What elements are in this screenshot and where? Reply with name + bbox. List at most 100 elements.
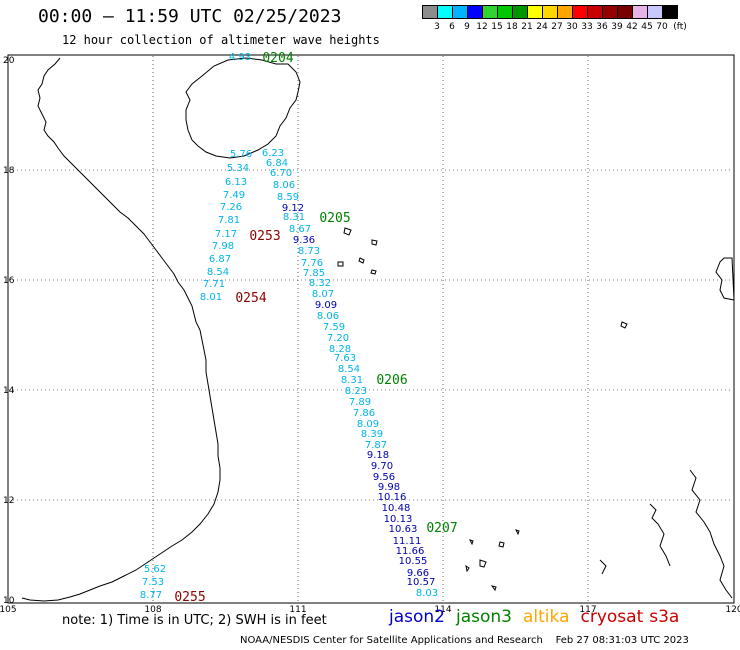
- swh-reading: 9.36: [293, 235, 315, 246]
- swh-reading: 5.34: [227, 163, 249, 174]
- color-scale-label: 9: [464, 22, 470, 32]
- swh-reading: 7.63: [334, 353, 356, 364]
- legend-cryosat: cryosat: [580, 607, 644, 627]
- color-scale-label: (ft): [673, 22, 687, 32]
- swh-reading: 10.13: [384, 514, 413, 525]
- swh-reading: 10.48: [382, 503, 411, 514]
- swh-reading: 8.07: [312, 289, 334, 300]
- swh-reading: 5.76: [230, 149, 252, 160]
- swh-reading: 10.57: [407, 577, 436, 588]
- legend-jason2: jason2: [389, 607, 445, 627]
- swh-reading: 7.86: [353, 408, 375, 419]
- credit-line: NOAA/NESDIS Center for Satellite Applica…: [240, 635, 689, 646]
- swh-reading: 7.53: [142, 577, 164, 588]
- swh-reading: 5.62: [144, 564, 166, 575]
- lat-tick-label: 18: [3, 166, 15, 176]
- color-scale-label: 30: [566, 22, 578, 32]
- color-scale-label: 15: [491, 22, 503, 32]
- lon-tick-label: 117: [579, 605, 596, 615]
- color-scale-label: 27: [551, 22, 563, 32]
- color-scale-label: 12: [476, 22, 488, 32]
- color-scale-label: 24: [536, 22, 548, 32]
- swh-reading: 8.67: [289, 224, 311, 235]
- swh-reading: 11.11: [393, 536, 422, 547]
- swh-reading: 9.70: [371, 461, 393, 472]
- swh-reading: 6.70: [270, 168, 292, 179]
- pass-time-label: 0205: [319, 211, 350, 226]
- swh-reading: 8.23: [345, 386, 367, 397]
- swh-reading: 10.16: [378, 492, 407, 503]
- legend-jason3: jason3: [456, 607, 512, 627]
- swh-reading: 4.93: [229, 52, 251, 63]
- swh-reading: 8.31: [283, 212, 305, 223]
- axis-ticks: 105 108 111 114 117 120 20 18 16 14 12 10: [0, 56, 740, 615]
- swh-reading: 10.63: [389, 524, 418, 535]
- color-scale: [422, 5, 678, 19]
- swh-reading: 9.56: [373, 472, 395, 483]
- lon-tick-label: 105: [0, 605, 17, 615]
- swh-reading: 9.18: [367, 450, 389, 461]
- legend-altika: altika: [523, 607, 570, 627]
- coastline: [21, 57, 735, 602]
- swh-reading: 8.59: [277, 192, 299, 203]
- map-frame: [7, 54, 735, 604]
- swh-reading: 7.87: [365, 440, 387, 451]
- swh-reading: 8.39: [361, 429, 383, 440]
- lon-tick-label: 114: [434, 605, 451, 615]
- swh-reading: 8.54: [207, 267, 229, 278]
- swh-reading: 8.31: [341, 375, 363, 386]
- swh-reading: 7.49: [223, 190, 245, 201]
- swh-readings: 4.93 6.23 5.76 6.84 5.34 6.70 6.13 8.06 7.49 8.59…: [140, 52, 438, 601]
- swh-reading: 8.32: [309, 278, 331, 289]
- swh-reading: 8.01: [200, 292, 222, 303]
- color-scale-label: 70: [656, 22, 668, 32]
- pass-time-label: 0254: [235, 291, 266, 306]
- swh-reading: 8.06: [317, 311, 339, 322]
- color-scale-labels: 3 6 9 12 15 18 21 24 27 30 33 36 39 42 45 70 (ft): [422, 22, 740, 34]
- lat-tick-label: 12: [3, 496, 14, 506]
- swh-reading: 7.76: [301, 258, 323, 269]
- pass-time-label: 0206: [376, 373, 407, 388]
- pass-time-label: 0253: [249, 229, 280, 244]
- lat-tick-label: 14: [3, 386, 15, 396]
- swh-reading: 9.98: [378, 482, 400, 493]
- color-scale-label: 18: [506, 22, 518, 32]
- lon-tick-label: 108: [144, 605, 161, 615]
- lat-tick-label: 16: [3, 276, 15, 286]
- swh-reading: 7.81: [218, 215, 240, 226]
- color-scale-label: 39: [611, 22, 623, 32]
- lon-tick-label: 120: [725, 605, 740, 615]
- pass-time-labels: 0204 0205 0206 0207 0253 0254 0255: [174, 51, 457, 605]
- lat-tick-label: 10: [3, 596, 15, 606]
- map-subtitle: 12 hour collection of altimeter wave hei…: [62, 33, 380, 47]
- swh-reading: 7.26: [220, 202, 242, 213]
- swh-reading: 6.87: [209, 254, 231, 265]
- swh-reading: 7.59: [323, 322, 345, 333]
- swh-reading: 6.13: [225, 177, 247, 188]
- lat-tick-label: 20: [3, 56, 15, 66]
- swh-reading: 7.89: [349, 397, 371, 408]
- swh-reading: 7.85: [303, 268, 325, 279]
- color-scale-label: 33: [581, 22, 593, 32]
- swh-reading: 8.54: [338, 364, 360, 375]
- swh-reading: 10.55: [399, 556, 428, 567]
- map-grid: [9, 56, 733, 602]
- pass-time-label: 0204: [262, 51, 293, 66]
- swh-reading: 6.84: [266, 158, 288, 169]
- lon-tick-label: 111: [289, 605, 306, 615]
- color-scale-label: 6: [449, 22, 455, 32]
- color-swatch: [662, 5, 678, 19]
- swh-reading: 7.98: [212, 241, 234, 252]
- legend-s3a: s3a: [649, 607, 680, 627]
- swh-reading: 8.06: [273, 180, 295, 191]
- swh-reading: 8.09: [357, 419, 379, 430]
- pass-time-label: 0255: [174, 590, 205, 605]
- map-title: 00:00 – 11:59 UTC 02/25/2023: [38, 6, 342, 27]
- swh-reading: 9.12: [282, 203, 304, 214]
- swh-reading: 7.17: [215, 229, 237, 240]
- footnote: note: 1) Time is in UTC; 2) SWH is in fe…: [62, 613, 327, 628]
- swh-reading: 6.23: [262, 148, 284, 159]
- color-scale-label: 42: [626, 22, 638, 32]
- swh-reading: 7.20: [327, 333, 349, 344]
